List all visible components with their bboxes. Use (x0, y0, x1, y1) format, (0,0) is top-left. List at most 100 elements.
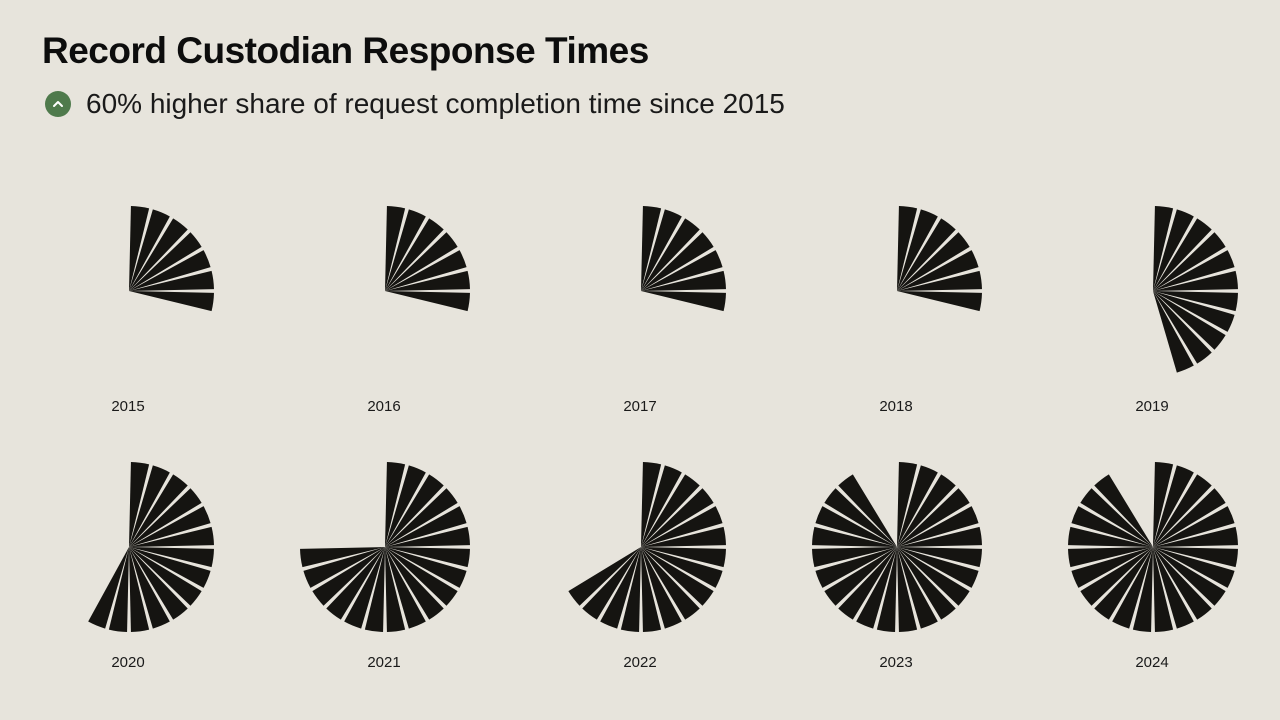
pie-segment (129, 547, 211, 588)
pie-segment (385, 462, 406, 547)
pie-segment (620, 547, 641, 632)
pie-segment (641, 547, 662, 632)
pie-segment (1153, 547, 1226, 606)
pie-segment (1153, 465, 1194, 547)
pie-segment (641, 488, 714, 547)
pie-segment (897, 291, 982, 312)
pie-segment (385, 232, 458, 291)
pie-segment (1132, 547, 1153, 632)
pie-segment (641, 506, 723, 547)
pie-segment (385, 465, 426, 547)
pie-segment (129, 547, 214, 568)
year-label: 2015 (111, 398, 144, 415)
pie-segment (1153, 488, 1226, 547)
pie-segment (1112, 547, 1153, 629)
pie-segment (1153, 474, 1212, 547)
pie-segment (897, 250, 979, 291)
pie-segment (815, 547, 897, 588)
pie-segment (641, 218, 700, 291)
pie-segment (897, 474, 956, 547)
pie-segment (641, 547, 700, 620)
pie-segment (838, 547, 897, 620)
pie-2016 (385, 206, 470, 312)
pie-segment (1080, 488, 1153, 547)
pie-segment (897, 547, 982, 568)
pie-segment (129, 506, 211, 547)
year-label: 2017 (623, 398, 656, 415)
pie-segment (1068, 526, 1153, 547)
pie-segment (641, 547, 714, 606)
subtitle: 60% higher share of request completion t… (86, 88, 785, 119)
pie-segment (1094, 474, 1153, 547)
pie-segment (1153, 232, 1226, 291)
pie-segment (129, 206, 150, 291)
pie-segment (129, 474, 188, 547)
pie-segment (1153, 462, 1174, 547)
pie-segment (312, 547, 385, 606)
pie-segment (897, 465, 938, 547)
pie-segment (326, 547, 385, 620)
pie-segment (129, 270, 214, 291)
pie-segment (344, 547, 385, 629)
pie-segment (1153, 250, 1235, 291)
pie-segment (812, 526, 897, 547)
pie-segment (1080, 547, 1153, 606)
pie-segment (1153, 291, 1238, 312)
pie-segment (385, 474, 444, 547)
subtitle-row: 60% higher share of request completion t… (45, 88, 785, 120)
pie-segment (385, 547, 426, 629)
pie-segment (129, 488, 202, 547)
year-label: 2020 (111, 654, 144, 671)
pie-segment (824, 488, 897, 547)
pie-segment (108, 547, 129, 632)
pie-segment (897, 206, 918, 291)
pie-segment (600, 547, 641, 629)
pie-segment (129, 250, 211, 291)
pie-segment (129, 232, 202, 291)
pie-segment (129, 526, 214, 547)
pie-segment (897, 547, 970, 606)
pie-segment (876, 547, 897, 632)
pie-segment (1153, 506, 1235, 547)
pie-segment (1153, 547, 1174, 632)
pie-segment (641, 250, 723, 291)
pie-2017 (641, 206, 726, 312)
pie-segment (1153, 547, 1238, 568)
pie-segment (1153, 291, 1235, 332)
pie-segment (385, 506, 467, 547)
pie-segment (1094, 547, 1153, 620)
pie-segment (1153, 291, 1226, 350)
pie-segment (1153, 270, 1238, 291)
pie-segment (1153, 547, 1194, 629)
pie-2024 (1068, 462, 1238, 632)
pie-2021 (300, 462, 470, 632)
pie-segment (812, 547, 897, 568)
pie-segment (303, 547, 385, 588)
pie-segment (897, 218, 956, 291)
year-label: 2024 (1135, 654, 1168, 671)
year-label: 2016 (367, 398, 400, 415)
pie-segment (385, 547, 467, 588)
pie-segment (897, 547, 938, 629)
pie-segment (897, 547, 956, 620)
pie-segment (641, 547, 723, 588)
pie-segment (300, 547, 385, 568)
pie-segment (1153, 206, 1174, 291)
pie-segment (385, 547, 406, 632)
pie-segment (897, 547, 918, 632)
pie-segment (568, 547, 641, 606)
pie-segment (641, 547, 726, 568)
pie-segment (897, 462, 918, 547)
pie-segment (385, 488, 458, 547)
pie-segment (385, 270, 470, 291)
pie-segment (385, 209, 426, 291)
pie-segment (897, 270, 982, 291)
pie-segment (815, 506, 897, 547)
pie-segment (385, 206, 406, 291)
pie-segment (897, 209, 938, 291)
pie-segment (641, 209, 682, 291)
pie-segment (385, 547, 458, 606)
pie-segment (129, 465, 170, 547)
pie-segment (641, 232, 714, 291)
pie-segment (1153, 291, 1194, 373)
